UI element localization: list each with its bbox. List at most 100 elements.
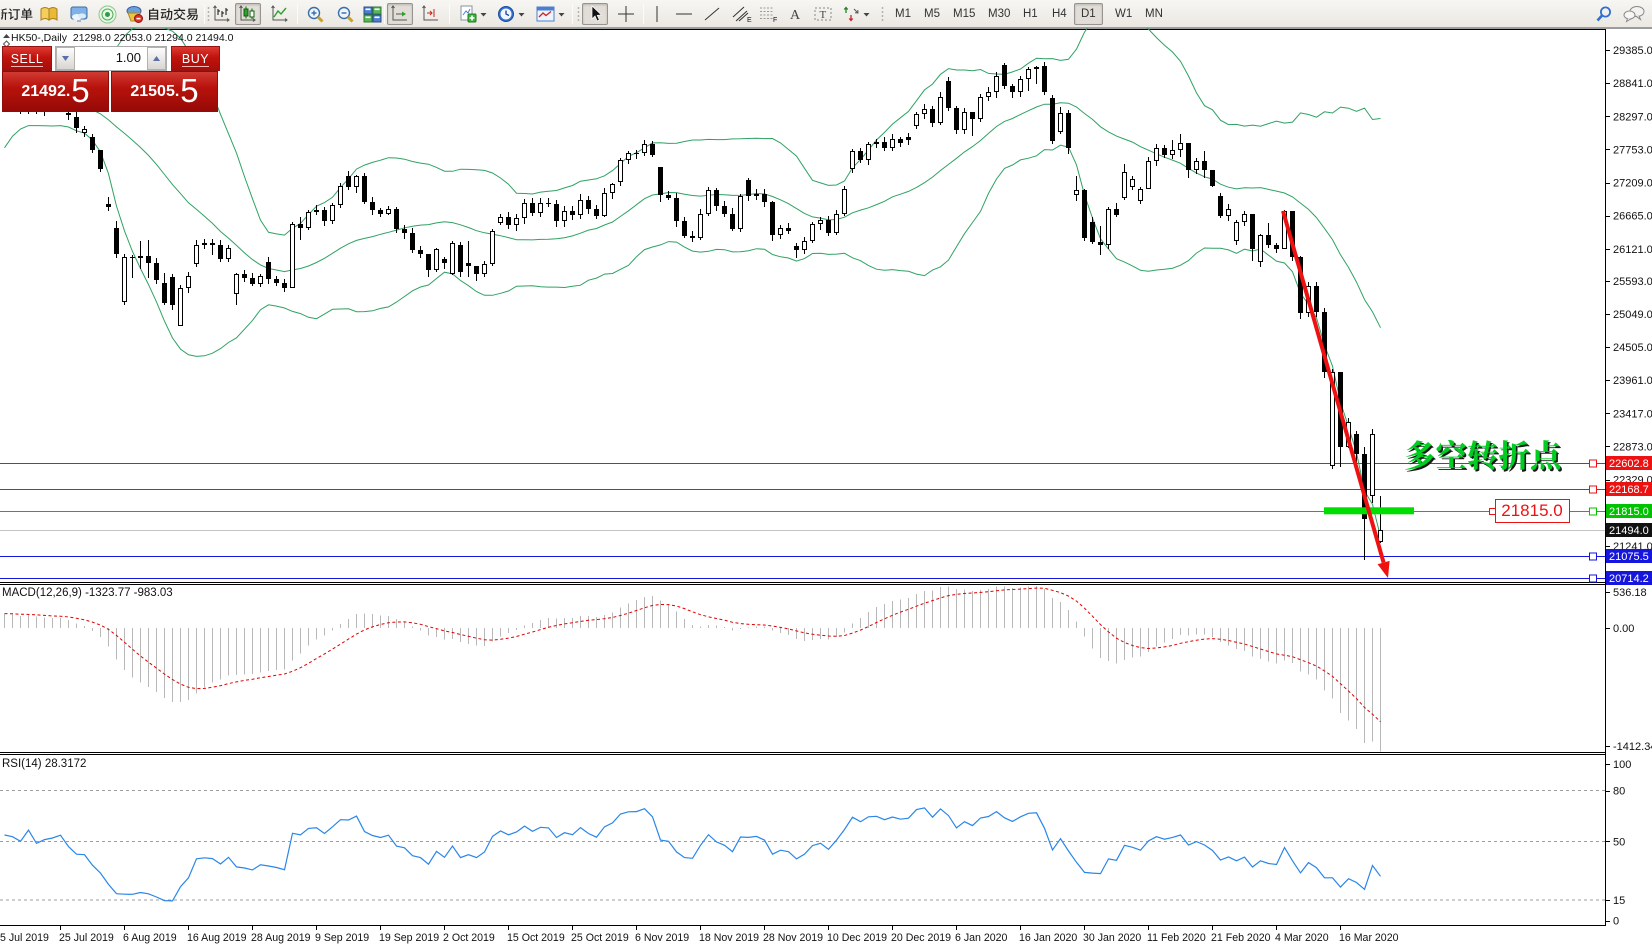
sell-button[interactable]: SELL bbox=[2, 46, 52, 71]
channel-button[interactable]: E bbox=[729, 3, 755, 25]
hline-handle[interactable] bbox=[1589, 574, 1597, 583]
volume-increase-button[interactable] bbox=[147, 47, 166, 70]
volume-value[interactable]: 1.00 bbox=[115, 50, 141, 65]
period-m1[interactable]: M1 bbox=[895, 8, 911, 20]
crosshair-button[interactable] bbox=[613, 3, 639, 25]
svg-text:18 Nov 2019: 18 Nov 2019 bbox=[699, 932, 759, 944]
search-button[interactable] bbox=[1592, 3, 1616, 25]
svg-text:15: 15 bbox=[1613, 895, 1625, 907]
sell-price[interactable]: 21492. 5 bbox=[2, 71, 109, 112]
symbol-ohlc-line: HK50-,Daily 21298.0 22053.0 21294.0 2149… bbox=[11, 32, 234, 44]
svg-text:50: 50 bbox=[1613, 836, 1625, 848]
trendline-button[interactable] bbox=[701, 3, 723, 25]
zoom-in-button[interactable] bbox=[302, 3, 328, 25]
svg-text:28 Nov 2019: 28 Nov 2019 bbox=[763, 932, 823, 944]
one-click-trading-panel: SELL 1.00 BUY 21492. 5 21505. 5 bbox=[2, 46, 220, 112]
toolbar: E F A T M1 M5 M15 M30 H1 H4 D1 W1 MN bbox=[0, 0, 1652, 28]
toolbar-separator bbox=[643, 4, 644, 24]
period-m15[interactable]: M15 bbox=[953, 8, 976, 20]
hline-handle[interactable] bbox=[1589, 552, 1597, 561]
indicators-button[interactable] bbox=[455, 3, 491, 25]
svg-text:16 Jan 2020: 16 Jan 2020 bbox=[1019, 932, 1077, 944]
svg-text:22873.0: 22873.0 bbox=[1613, 441, 1652, 453]
time-axis[interactable]: 5 Jul 2019 25 Jul 2019 6 Aug 2019 16 Aug 20… bbox=[0, 926, 1399, 944]
templates-button[interactable] bbox=[531, 3, 569, 25]
zoom-out-button[interactable] bbox=[332, 3, 358, 25]
new-order-button[interactable] bbox=[0, 3, 34, 25]
period-w1[interactable]: W1 bbox=[1115, 8, 1133, 20]
text-button[interactable]: A bbox=[784, 3, 806, 25]
svg-text:6 Nov 2019: 6 Nov 2019 bbox=[635, 932, 689, 944]
period-h1[interactable]: H1 bbox=[1023, 8, 1038, 20]
hline-handle[interactable] bbox=[1589, 485, 1597, 494]
auto-scroll-button[interactable] bbox=[387, 3, 413, 25]
svg-text:16 Aug 2019: 16 Aug 2019 bbox=[187, 932, 247, 944]
label-button[interactable]: T bbox=[810, 3, 836, 25]
period-mn[interactable]: MN bbox=[1145, 8, 1163, 20]
fibonacci-button[interactable]: F bbox=[756, 3, 782, 25]
svg-text:22602.8: 22602.8 bbox=[1609, 458, 1649, 470]
tile-windows-button[interactable] bbox=[359, 3, 385, 25]
toolbar-grip bbox=[207, 6, 210, 22]
bollinger-bands bbox=[4, 13, 1381, 537]
price-badge: 21075.5 bbox=[1606, 549, 1652, 563]
svg-text:21 Feb 2020: 21 Feb 2020 bbox=[1211, 932, 1271, 944]
toolbar-separator bbox=[297, 4, 298, 24]
svg-text:30 Jan 2020: 30 Jan 2020 bbox=[1083, 932, 1141, 944]
chart-shift-button[interactable] bbox=[418, 3, 444, 25]
history-book-button[interactable] bbox=[36, 3, 62, 25]
svg-text:T: T bbox=[820, 9, 827, 21]
vline-button[interactable] bbox=[646, 3, 668, 25]
svg-text:19 Sep 2019: 19 Sep 2019 bbox=[379, 932, 439, 944]
period-m30[interactable]: M30 bbox=[988, 8, 1011, 20]
candlestick-button[interactable] bbox=[235, 3, 261, 25]
periods-button[interactable] bbox=[493, 3, 529, 25]
toolbar-separator bbox=[204, 4, 205, 24]
volume-decrease-button[interactable] bbox=[56, 47, 75, 70]
autotrading-button[interactable] bbox=[122, 3, 200, 25]
pane-borders bbox=[0, 28, 1652, 926]
svg-text:28841.0: 28841.0 bbox=[1613, 78, 1652, 90]
hline-handle[interactable] bbox=[1589, 459, 1597, 468]
bar-chart-button[interactable] bbox=[209, 3, 235, 25]
horizontal-lines[interactable] bbox=[0, 459, 1605, 583]
hline-button[interactable] bbox=[673, 3, 695, 25]
svg-text:E: E bbox=[747, 17, 752, 23]
svg-text:15 Oct 2019: 15 Oct 2019 bbox=[507, 932, 565, 944]
chat-button[interactable] bbox=[1620, 3, 1648, 25]
period-h4[interactable]: H4 bbox=[1052, 8, 1067, 20]
buy-price[interactable]: 21505. 5 bbox=[111, 71, 218, 112]
period-m5[interactable]: M5 bbox=[924, 8, 940, 20]
svg-text:21075.5: 21075.5 bbox=[1609, 551, 1649, 563]
trend-arrow[interactable] bbox=[1281, 210, 1390, 578]
toolbar-grip bbox=[881, 6, 884, 22]
macd-signal bbox=[4, 587, 1381, 723]
svg-text:6 Jan 2020: 6 Jan 2020 bbox=[955, 932, 1008, 944]
svg-text:11 Feb 2020: 11 Feb 2020 bbox=[1147, 932, 1206, 944]
community-button[interactable] bbox=[66, 3, 92, 25]
toolbar-separator bbox=[449, 4, 450, 24]
annotation-text[interactable] bbox=[1405, 440, 1562, 472]
arrows-button[interactable] bbox=[838, 3, 874, 25]
svg-text:2 Oct 2019: 2 Oct 2019 bbox=[443, 932, 495, 944]
price-badge: 22168.7 bbox=[1606, 482, 1652, 496]
line-chart-button[interactable] bbox=[267, 3, 293, 25]
price-axis[interactable]: 29385.0 28841.0 28297.0 27753.0 27209.0 26665… bbox=[1606, 45, 1652, 585]
price-label-box[interactable]: 21815.0 bbox=[1489, 499, 1570, 523]
price-badge: 21815.0 bbox=[1606, 504, 1652, 518]
svg-text:23417.0: 23417.0 bbox=[1613, 408, 1652, 420]
one-click-collapse-icon[interactable] bbox=[2, 33, 11, 47]
buy-button[interactable]: BUY bbox=[171, 46, 220, 71]
period-d1[interactable]: D1 bbox=[1074, 3, 1103, 25]
signals-button[interactable] bbox=[94, 3, 120, 25]
hline-handle[interactable] bbox=[1589, 507, 1597, 516]
cursor-button[interactable] bbox=[582, 3, 608, 25]
svg-text:22168.7: 22168.7 bbox=[1609, 484, 1649, 496]
rsi-label: RSI(14) 28.3172 bbox=[2, 758, 86, 770]
svg-text:A: A bbox=[790, 8, 801, 23]
svg-text:0.00: 0.00 bbox=[1613, 623, 1634, 635]
toolbar-grip bbox=[577, 6, 580, 22]
svg-text:100: 100 bbox=[1613, 759, 1631, 771]
